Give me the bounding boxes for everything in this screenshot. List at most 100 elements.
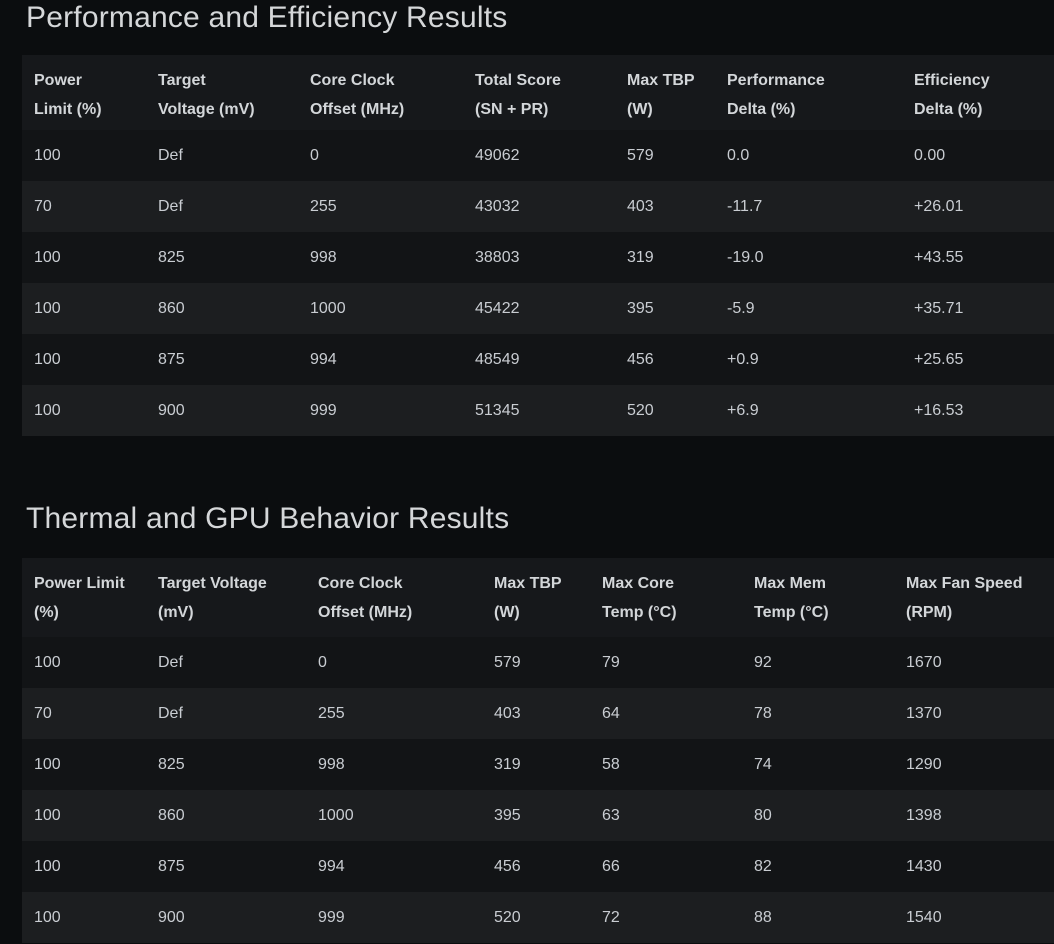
table-cell: 319 [627,248,654,266]
table-cell: 0 [310,146,319,164]
header-row: Power Limit (%) Target Voltage (mV) Core Clo… [22,55,1054,130]
table-cell: 100 [34,806,61,824]
column-header[interactable]: Max TBP (W) [482,558,590,637]
table-cell: 1000 [318,806,354,824]
table-cell: 49062 [475,146,520,164]
column-header[interactable]: Efficiency Delta (%) [902,55,1054,130]
table-cell: +25.65 [914,350,964,368]
column-header[interactable]: Target Voltage (mV) [146,558,306,637]
table-cell: 78 [754,704,772,722]
table-cell: 860 [158,299,185,317]
table-cell: +0.9 [727,350,759,368]
table-cell: -5.9 [727,299,755,317]
thermal-table: Power Limit (%) Target Voltage (mV) Core Clo… [22,558,1054,943]
table-cell: -19.0 [727,248,764,266]
column-header[interactable]: Performance Delta (%) [715,55,902,130]
table-cell: 579 [494,653,521,671]
table-cell: 100 [34,653,61,671]
table-cell: +6.9 [727,401,759,419]
table-cell: 1430 [906,857,942,875]
table-cell: 1540 [906,908,942,926]
table-row: 100 825 998 38803 319 -19.0 +43.55 [22,232,1054,283]
table-cell: 403 [627,197,654,215]
table-cell: 395 [494,806,521,824]
table-row: 70 Def 255 403 64 78 1370 [22,688,1054,739]
table-cell: 45422 [475,299,520,317]
table-cell: Def [158,704,183,722]
table-cell: 0.0 [727,146,750,164]
table-cell: 100 [34,146,61,164]
table-cell: 1370 [906,704,942,722]
table-cell: +35.71 [914,299,964,317]
table-cell: 860 [158,806,185,824]
table-cell: 1000 [310,299,346,317]
table-cell: 92 [754,653,772,671]
table-cell: 319 [494,755,521,773]
table-cell: 825 [158,248,185,266]
table-cell: 74 [754,755,772,773]
table-cell: 38803 [475,248,520,266]
performance-table: Power Limit (%) Target Voltage (mV) Core Clo… [22,55,1054,436]
table-cell: -11.7 [727,197,763,215]
table-cell: 100 [34,248,61,266]
table-cell: 998 [318,755,345,773]
column-header[interactable]: Max Core Temp (°C) [590,558,742,637]
column-header[interactable]: Core Clock Offset (MHz) [298,55,463,130]
table-cell: 80 [754,806,772,824]
table-cell: 520 [494,908,521,926]
table-cell: 994 [318,857,345,875]
table-cell: 456 [494,857,521,875]
table-cell: 875 [158,350,185,368]
table-cell: 58 [602,755,620,773]
column-header[interactable]: Max Fan Speed (RPM) [894,558,1054,637]
table-cell: 66 [602,857,620,875]
table-row: 100 860 1000 395 63 80 1398 [22,790,1054,841]
table-cell: 70 [34,197,52,215]
table-cell: 403 [494,704,521,722]
table-cell: 88 [754,908,772,926]
table-cell: 64 [602,704,620,722]
table-cell: 255 [310,197,337,215]
table-cell: Def [158,146,183,164]
table-row: 70 Def 255 43032 403 -11.7 +26.01 [22,181,1054,232]
table-row: 100 Def 0 579 79 92 1670 [22,637,1054,688]
table-cell: +43.55 [914,248,964,266]
table-cell: 456 [627,350,654,368]
table-cell: 100 [34,299,61,317]
table-cell: 48549 [475,350,520,368]
table-cell: Def [158,653,183,671]
column-header[interactable]: Max Mem Temp (°C) [742,558,894,637]
column-header[interactable]: Core Clock Offset (MHz) [306,558,482,637]
table-row: 100 875 994 456 66 82 1430 [22,841,1054,892]
table-cell: +16.53 [914,401,964,419]
table-cell: 43032 [475,197,520,215]
thermal-section-title: Thermal and GPU Behavior Results [26,502,510,535]
table-row: 100 Def 0 49062 579 0.0 0.00 [22,130,1054,181]
table-row: 100 860 1000 45422 395 -5.9 +35.71 [22,283,1054,334]
column-header[interactable]: Power Limit (%) [22,55,146,130]
column-header[interactable]: Total Score (SN + PR) [463,55,615,130]
table-cell: 63 [602,806,620,824]
table-cell: 79 [602,653,620,671]
table-cell: 999 [310,401,337,419]
column-header[interactable]: Target Voltage (mV) [146,55,298,130]
table-cell: 100 [34,908,61,926]
table-cell: 994 [310,350,337,368]
table-cell: 1670 [906,653,942,671]
table-cell: 100 [34,755,61,773]
table-row: 100 825 998 319 58 74 1290 [22,739,1054,790]
column-header[interactable]: Power Limit (%) [22,558,146,637]
table-cell: 520 [627,401,654,419]
table-cell: +26.01 [914,197,964,215]
column-header[interactable]: Max TBP (W) [615,55,715,130]
table-cell: 100 [34,401,61,419]
table-cell: 900 [158,908,185,926]
table-row: 100 900 999 51345 520 +6.9 +16.53 [22,385,1054,436]
table-cell: 825 [158,755,185,773]
table-cell: 255 [318,704,345,722]
table-cell: 875 [158,857,185,875]
table-row: 100 875 994 48549 456 +0.9 +25.65 [22,334,1054,385]
table-cell: 999 [318,908,345,926]
table-cell: 395 [627,299,654,317]
